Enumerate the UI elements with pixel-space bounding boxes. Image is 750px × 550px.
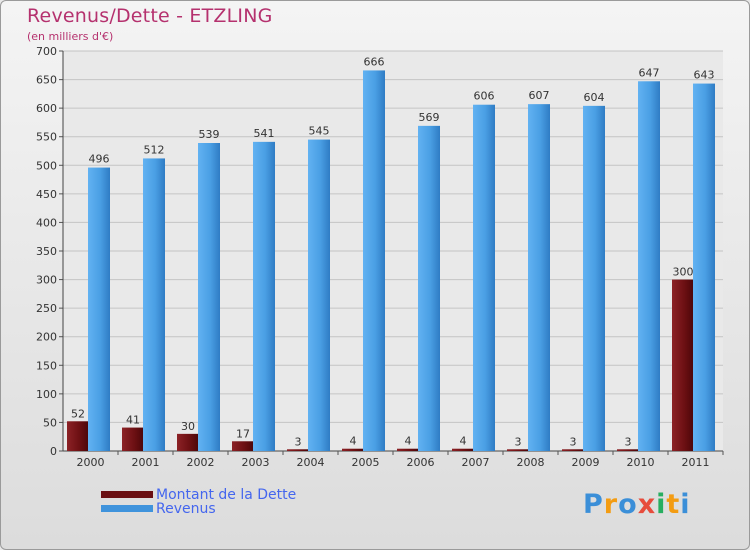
y-tick-label: 250 xyxy=(36,302,57,315)
y-tick-label: 100 xyxy=(36,388,57,401)
y-tick-label: 50 xyxy=(43,416,57,429)
y-tick-label: 150 xyxy=(36,359,57,372)
x-tick-label: 2002 xyxy=(187,456,215,469)
x-tick-label: 2008 xyxy=(517,456,545,469)
legend-label-debt: Montant de la Dette xyxy=(156,487,297,503)
y-tick-label: 450 xyxy=(36,188,57,201)
data-label-debt: 4 xyxy=(460,435,467,448)
logo-letter: t xyxy=(666,489,681,520)
y-tick-label: 300 xyxy=(36,274,57,287)
bar-debt xyxy=(507,449,529,451)
bar-revenus xyxy=(143,158,165,451)
bar-revenus xyxy=(253,141,275,451)
data-label-debt: 4 xyxy=(350,435,357,448)
bar-debt xyxy=(397,448,419,451)
y-tick-label: 200 xyxy=(36,331,57,344)
data-label-debt: 3 xyxy=(515,435,522,448)
data-label-debt: 52 xyxy=(71,407,85,420)
bar-debt xyxy=(672,279,694,451)
y-tick-label: 500 xyxy=(36,159,57,172)
logo-letter: i xyxy=(680,489,691,520)
bar-debt xyxy=(617,449,639,451)
logo-letter: P xyxy=(583,489,604,520)
bar-debt xyxy=(562,449,584,451)
bar-debt xyxy=(122,427,144,451)
bar-revenus xyxy=(583,105,605,451)
data-label-debt: 4 xyxy=(405,435,412,448)
y-tick-label: 550 xyxy=(36,131,57,144)
bar-revenus xyxy=(308,139,330,452)
data-label-revenus: 512 xyxy=(144,143,165,156)
data-label-revenus: 647 xyxy=(639,66,660,79)
bar-revenus xyxy=(363,70,385,451)
bar-revenus xyxy=(638,81,660,452)
y-tick-label: 700 xyxy=(36,45,57,58)
chart-title: Revenus/Dette - ETZLING xyxy=(27,5,273,27)
proxiti-logo: Proxiti xyxy=(583,489,691,520)
bar-revenus xyxy=(528,104,550,452)
bar-revenus xyxy=(473,104,495,451)
bar-debt xyxy=(287,449,309,451)
data-label-revenus: 545 xyxy=(309,125,330,138)
legend-label-revenus: Revenus xyxy=(156,501,216,517)
data-label-revenus: 569 xyxy=(419,111,440,124)
x-tick-label: 2000 xyxy=(77,456,105,469)
x-tick-label: 2011 xyxy=(682,456,710,469)
chart-subtitle: (en milliers d'€) xyxy=(27,30,114,43)
data-label-revenus: 541 xyxy=(254,127,275,140)
x-tick-label: 2001 xyxy=(132,456,160,469)
data-label-revenus: 643 xyxy=(694,69,715,82)
data-label-revenus: 666 xyxy=(364,55,385,68)
data-label-revenus: 606 xyxy=(474,90,495,103)
legend-swatch-debt xyxy=(101,491,153,498)
data-label-debt: 3 xyxy=(625,435,632,448)
x-tick-label: 2004 xyxy=(297,456,325,469)
data-label-revenus: 539 xyxy=(199,128,220,141)
y-tick-label: 600 xyxy=(36,102,57,115)
data-label-debt: 3 xyxy=(295,435,302,448)
data-label-revenus: 604 xyxy=(584,91,605,104)
x-tick-label: 2006 xyxy=(407,456,435,469)
data-label-debt: 300 xyxy=(673,266,694,279)
data-label-revenus: 496 xyxy=(89,153,110,166)
data-label-debt: 30 xyxy=(181,420,195,433)
bar-revenus xyxy=(88,167,110,452)
bar-revenus xyxy=(693,83,715,452)
plot-area: 0 50 100 150 200 250 300 350 400 450 500 550 600 650 7… xyxy=(36,45,724,469)
bar-debt xyxy=(342,448,364,451)
data-label-debt: 3 xyxy=(570,435,577,448)
data-label-revenus: 607 xyxy=(529,89,550,102)
logo-letter: i xyxy=(656,489,667,520)
bar-revenus xyxy=(418,125,440,451)
x-tick-label: 2009 xyxy=(572,456,600,469)
bar-debt xyxy=(452,448,474,451)
bar-debt xyxy=(177,433,199,451)
x-tick-label: 2007 xyxy=(462,456,490,469)
x-tick-label: 2005 xyxy=(352,456,380,469)
y-tick-label: 0 xyxy=(50,445,57,458)
bar-debt xyxy=(67,421,89,451)
y-tick-label: 350 xyxy=(36,245,57,258)
data-label-debt: 17 xyxy=(236,427,250,440)
logo-letter: o xyxy=(618,489,638,520)
y-tick-label: 650 xyxy=(36,74,57,87)
logo-letter: x xyxy=(637,489,657,520)
x-tick-label: 2003 xyxy=(242,456,270,469)
x-tick-label: 2010 xyxy=(627,456,655,469)
bar-revenus xyxy=(198,143,220,451)
data-label-debt: 41 xyxy=(126,414,140,427)
logo-letter: r xyxy=(603,489,619,520)
bar-debt xyxy=(232,441,254,451)
y-tick-label: 400 xyxy=(36,216,57,229)
legend-swatch-revenus xyxy=(101,505,153,512)
